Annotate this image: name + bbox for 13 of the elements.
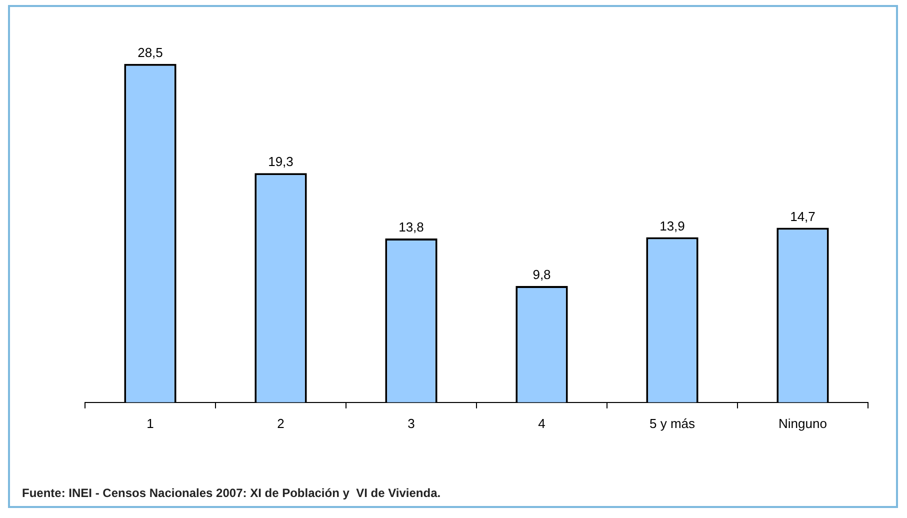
x-tick-label: 2 bbox=[277, 416, 284, 431]
data-label: 14,7 bbox=[790, 208, 816, 224]
x-tick-label: 5 y más bbox=[649, 416, 696, 431]
data-label: 9,8 bbox=[532, 267, 551, 282]
data-label: 13,8 bbox=[398, 220, 424, 235]
source-note: Fuente: INEI - Censos Nacionales 2007: XI de Población y VI de Vivienda. bbox=[22, 486, 441, 500]
x-tick-label: 4 bbox=[538, 416, 546, 431]
x-tick-label: 3 bbox=[408, 416, 415, 431]
data-label: 28,5 bbox=[138, 44, 163, 60]
x-tick-label: 1 bbox=[146, 416, 154, 431]
data-label: 19,3 bbox=[268, 154, 294, 170]
data-label: 13,9 bbox=[660, 218, 685, 234]
x-tick-label: Ninguno bbox=[778, 416, 827, 431]
